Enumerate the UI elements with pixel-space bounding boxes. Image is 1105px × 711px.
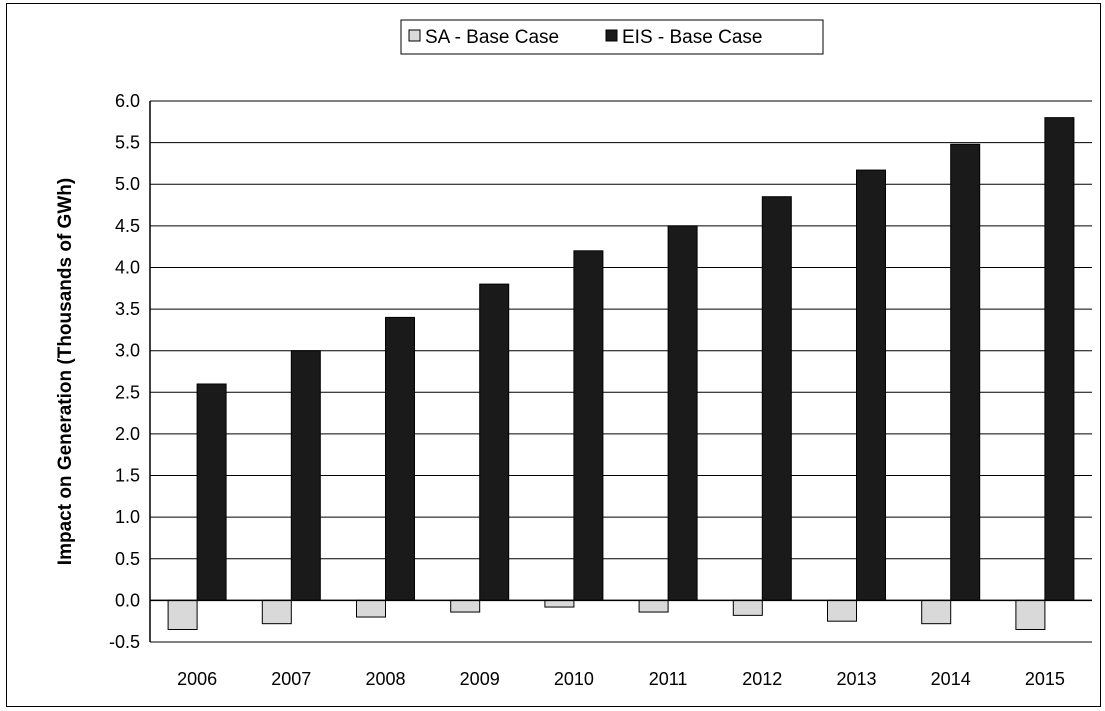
bar-sa (167, 599, 198, 631)
y-tick-labels: -0.5 0.0 0.5 1.0 1.5 2.0 2.5 3.0 3.5 4.0 4.5 5.0 5.5… (109, 91, 140, 652)
bar-sa (261, 599, 292, 625)
y-tick-label: 1.0 (115, 507, 140, 527)
legend-swatch-eis (605, 29, 618, 42)
y-tick-label: 1.5 (115, 466, 140, 486)
legend-swatch-sa (408, 29, 421, 42)
bar-eis (950, 143, 981, 601)
bar-sa (544, 599, 575, 608)
y-tick-label: 6.0 (115, 91, 140, 111)
axes (149, 101, 1092, 642)
bar-sa (732, 599, 763, 616)
x-tick-label: 2009 (460, 669, 500, 689)
bars (167, 117, 1075, 631)
bar-eis (573, 250, 604, 601)
y-tick-label: 4.0 (115, 257, 140, 277)
bar-sa (827, 599, 857, 622)
bar-eis (290, 350, 321, 601)
y-tick-label: 2.0 (115, 424, 140, 444)
y-tick-label: 5.5 (115, 133, 140, 153)
bar-sa (1015, 599, 1046, 631)
bar-sa (638, 599, 669, 613)
y-tick-label: 5.0 (115, 174, 140, 194)
x-tick-label: 2015 (1025, 669, 1065, 689)
y-tick-label: 4.5 (115, 216, 140, 236)
bar-sa (921, 599, 952, 625)
x-tick-label: 2012 (742, 669, 782, 689)
y-tick-label: 0.0 (115, 590, 140, 610)
legend-label-eis: EIS - Base Case (622, 27, 762, 48)
x-tick-label: 2014 (931, 669, 971, 689)
y-tick-label: 3.0 (115, 341, 140, 361)
bar-eis (856, 169, 886, 601)
y-tick-label: -0.5 (109, 632, 140, 652)
bar-eis (479, 283, 510, 601)
bar-eis (385, 316, 415, 601)
bar-sa (450, 599, 481, 613)
bar-chart: -0.5 0.0 0.5 1.0 1.5 2.0 2.5 3.0 3.5 4.0 4.5 5.0 5.5… (55, 19, 1092, 689)
bar-eis (667, 225, 698, 601)
bar-eis (761, 196, 792, 601)
x-tick-label: 2010 (554, 669, 594, 689)
bar-eis (196, 383, 227, 601)
y-axis-title: Impact on Generation (Thousands of GWh) (55, 178, 76, 565)
y-tick-label: 0.5 (115, 549, 140, 569)
x-tick-labels: 2006 2007 2008 2009 2010 2011 2012 2013 2014 2015 (177, 669, 1065, 689)
x-tick-label: 2006 (177, 669, 217, 689)
x-tick-label: 2008 (365, 669, 405, 689)
x-tick-label: 2011 (649, 669, 688, 689)
bar-eis (1044, 117, 1075, 601)
chart-frame: -0.5 0.0 0.5 1.0 1.5 2.0 2.5 3.0 3.5 4.0 4.5 5.0 5.5… (6, 3, 1101, 707)
y-tick-label: 2.5 (115, 382, 140, 402)
x-tick-label: 2013 (836, 669, 876, 689)
legend-label-sa: SA - Base Case (425, 27, 559, 48)
y-tick-label: 3.5 (115, 299, 140, 319)
bar-sa (356, 599, 386, 618)
x-tick-label: 2007 (271, 669, 311, 689)
legend: SA - Base Case EIS - Base Case (400, 19, 824, 55)
